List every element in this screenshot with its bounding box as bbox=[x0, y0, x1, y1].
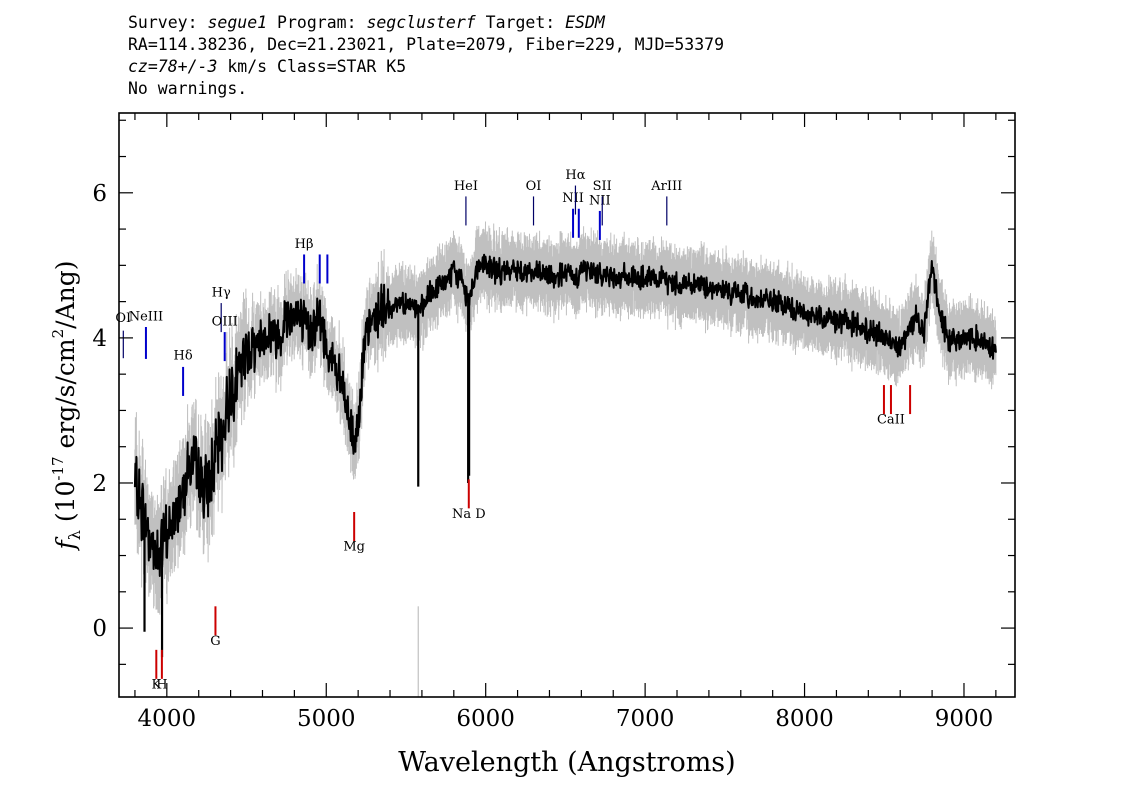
line-label: OI bbox=[526, 179, 542, 194]
line-label: CaII bbox=[877, 412, 905, 427]
line-label: OIII bbox=[212, 315, 238, 330]
x-tick-label: 6000 bbox=[456, 706, 515, 732]
line-label: NeIII bbox=[129, 309, 163, 324]
y-tick-label: 4 bbox=[92, 326, 107, 352]
line-label: Hα bbox=[565, 168, 585, 183]
line-label: Hβ bbox=[295, 237, 314, 252]
spectrum-header: Survey: segue1 Program: segclusterf Targ… bbox=[128, 12, 724, 100]
y-label-exp1: -17 bbox=[49, 456, 67, 480]
y-label-exp2: 2 bbox=[49, 329, 67, 339]
x-tick-label: 7000 bbox=[616, 706, 675, 732]
program-label: Program: bbox=[267, 13, 367, 32]
plot-frame-layer bbox=[118, 112, 1016, 698]
y-label-f: f bbox=[51, 537, 80, 552]
line-label: G bbox=[210, 634, 220, 649]
survey-label: Survey: bbox=[128, 13, 208, 32]
x-tick-label: 8000 bbox=[775, 706, 834, 732]
x-tick-label: 4000 bbox=[138, 706, 197, 732]
line-label: K bbox=[151, 677, 161, 692]
y-tick-label: 2 bbox=[92, 471, 107, 497]
y-label-part-c: /Ang) bbox=[51, 260, 80, 328]
y-label-sub: λ bbox=[65, 530, 84, 540]
x-tick-label: 5000 bbox=[297, 706, 356, 732]
header-coordinates-line: RA=114.38236, Dec=21.23021, Plate=2079, … bbox=[128, 35, 725, 54]
header-warnings-line: No warnings. bbox=[128, 79, 248, 98]
x-axis-label: Wavelength (Angstroms) bbox=[398, 747, 735, 778]
program-value: segclusterf bbox=[366, 13, 476, 32]
line-label: ArIII bbox=[650, 179, 682, 194]
redshift-value: cz=78+/-3 bbox=[128, 57, 218, 76]
plot-frame bbox=[118, 112, 1016, 698]
header-class-line: cz=78+/-3 km/s Class=STAR K5 bbox=[128, 56, 724, 78]
y-axis-label: fλ (10-17 erg/s/cm2/Ang) bbox=[49, 260, 84, 551]
line-label: NII bbox=[562, 191, 584, 206]
line-label: HeI bbox=[454, 179, 478, 194]
line-label: Hδ bbox=[174, 349, 193, 364]
x-tick-label: 9000 bbox=[935, 706, 994, 732]
y-tick-label: 6 bbox=[92, 181, 107, 207]
line-label: Mg bbox=[343, 539, 365, 554]
line-label: SII bbox=[593, 179, 612, 194]
line-label: NII bbox=[589, 193, 611, 208]
error-band-layer bbox=[134, 221, 997, 697]
y-label-part-b: erg/s/cm bbox=[51, 338, 80, 456]
target-label: Target: bbox=[475, 13, 566, 32]
line-label: Na D bbox=[452, 507, 486, 522]
flux-layer bbox=[133, 253, 997, 658]
class-text: km/s Class=STAR K5 bbox=[217, 57, 407, 76]
header-survey-line: Survey: segue1 Program: segclusterf Targ… bbox=[128, 12, 724, 34]
y-tick-label: 0 bbox=[92, 616, 107, 642]
flux-line bbox=[133, 253, 997, 577]
target-value: ESDM bbox=[565, 13, 605, 32]
line-label: H bbox=[156, 677, 167, 692]
y-label-part-a: (10 bbox=[51, 481, 80, 531]
survey-value: segue1 bbox=[207, 13, 268, 32]
axis-ticks-layer: 4000 5000 6000 7000 8000 9000 0 2 4 6 bbox=[92, 113, 1015, 732]
line-label: Hγ bbox=[212, 286, 231, 301]
